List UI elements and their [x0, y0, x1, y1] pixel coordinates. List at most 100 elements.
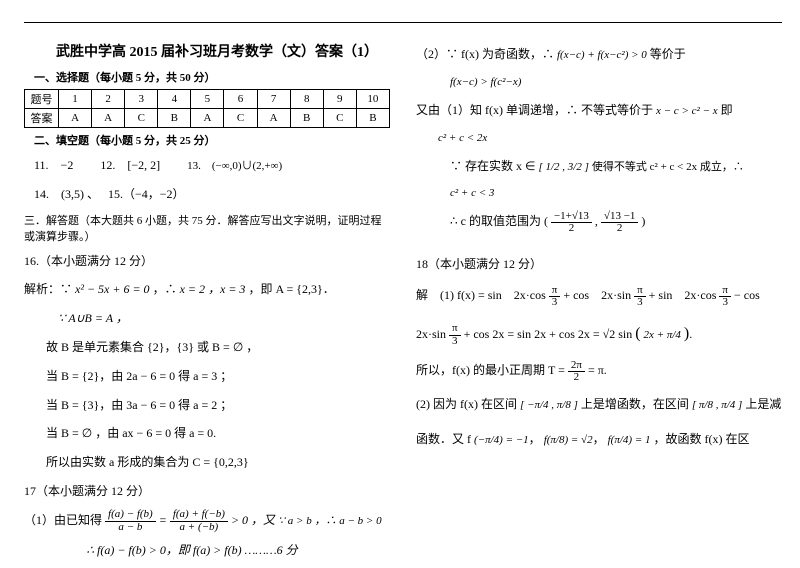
math-expr: ∴ f(a) − f(b) > 0，即 f(a) > f(b) ………6 分: [86, 543, 297, 557]
table-cell: B: [356, 109, 389, 128]
doc-title: 武胜中学高 2015 届补习班月考数学（文）答案（1）: [56, 41, 390, 61]
text: + cos 2x·sin: [563, 288, 631, 302]
table-cell: 1: [59, 90, 92, 109]
math-expr: x − c > c² − x: [656, 105, 718, 117]
value: (−π/4) = −1: [474, 434, 529, 446]
fraction: f(a) − f(b) a − b: [105, 509, 156, 533]
q18-line-4: (2) 因为 f(x) 在区间 [ −π/4 , π/8 ] 上是增函数，在区间…: [416, 390, 782, 419]
r-line-1: （2）∵ f(x) 为奇函数，∴ f(x−c) + f(x−c²) > 0 等价…: [416, 43, 782, 66]
q17-line-1: （1）由已知得 f(a) − f(b) a − b = f(a) + f(−b)…: [24, 509, 390, 533]
q18-line-5: 函数．又 f (−π/4) = −1， f(π/8) = √2， f(π/4) …: [416, 425, 782, 454]
frac-num: f(a) + f(−b): [170, 509, 228, 522]
fill-answers-line-1: 11. −2 12. [−2, 2] 13. (−∞,0)∪(2,+∞): [34, 154, 390, 177]
fraction: π3: [719, 285, 731, 309]
text: = π.: [588, 363, 607, 377]
text: 使得不等式 c² + c < 2x 成立，∴: [592, 161, 744, 173]
text: =: [159, 513, 170, 527]
table-header-cell: 答案: [25, 109, 59, 128]
r-line-7: ∴ c 的取值范围为 ( −1+√13 2 , √13 −1 2 ): [450, 210, 782, 234]
fraction: π3: [449, 323, 461, 347]
table-cell: 5: [191, 90, 224, 109]
table-cell: 7: [257, 90, 290, 109]
r-line-6: c² + c < 3: [450, 183, 782, 204]
table-cell: 10: [356, 90, 389, 109]
text: 又由（1）知 f(x) 单调递增，∴ 不等式等价于: [416, 103, 653, 117]
text: 解析：∵: [24, 282, 72, 296]
fill-12: 12. [−2, 2]: [100, 158, 160, 172]
text: 即: [721, 103, 733, 117]
text: （2）∵ f(x) 为奇函数，∴: [416, 47, 554, 61]
q16-line-6: 当 B = ∅ ，由 ax − 6 = 0 得 a = 0.: [46, 422, 390, 445]
table-cell: A: [257, 109, 290, 128]
r-line-5: ∵ 存在实数 x ∈ [ 1/2 , 3/2 ] 使得不等式 c² + c < …: [450, 155, 782, 178]
table-row: 答案 A A C B A C A B C B: [25, 109, 390, 128]
frac-den: 2: [568, 372, 585, 384]
table-cell: 2: [92, 90, 125, 109]
table-cell: B: [290, 109, 323, 128]
text: （1）由已知得: [24, 513, 102, 527]
text: 等价于: [650, 47, 686, 61]
q16-line-4: 当 B = {2}，由 2a − 6 = 0 得 a = 3 ；: [46, 365, 390, 388]
fill-13: 13. (−∞,0)∪(2,+∞): [187, 160, 282, 172]
table-cell: C: [125, 109, 158, 128]
section-fill-heading: 二、填空题（每小题 5 分，共 25 分）: [34, 132, 390, 148]
top-rule: [24, 22, 782, 23]
two-column-layout: 武胜中学高 2015 届补习班月考数学（文）答案（1） 一、选择题（每小题 5 …: [24, 37, 782, 568]
table-cell: 3: [125, 90, 158, 109]
text: ∵ a > b ，∴ a − b > 0: [278, 515, 382, 527]
table-cell: 6: [224, 90, 257, 109]
text: (2) 因为 f(x) 在区间: [416, 397, 517, 411]
text: ，∴: [153, 282, 177, 296]
section-choice-heading: 一、选择题（每小题 5 分，共 50 分）: [34, 69, 390, 85]
text: − cos: [734, 288, 760, 302]
interval: [ π/8 , π/4 ]: [692, 399, 742, 411]
table-header-cell: 题号: [25, 90, 59, 109]
text: + cos 2x = sin 2x + cos 2x = √2 sin: [464, 327, 633, 341]
fraction: 2π 2: [568, 360, 585, 384]
r-line-2: f(x−c) > f(c²−x): [450, 72, 782, 93]
q18-line-1: 解 (1) f(x) = sin 2x·cos π3 + cos 2x·sin …: [416, 281, 782, 310]
r-line-4: c² + c < 2x: [438, 128, 782, 149]
frac-den: 2: [551, 223, 592, 235]
right-column: （2）∵ f(x) 为奇函数，∴ f(x−c) + f(x−c²) > 0 等价…: [416, 37, 782, 568]
fraction: −1+√13 2: [551, 211, 592, 235]
table-cell: 9: [323, 90, 356, 109]
q16-line-3: 故 B 是单元素集合 {2}，{3} 或 B = ∅ ，: [46, 336, 390, 359]
text: ∴ c 的取值范围为: [450, 214, 541, 228]
set-expr: [ 1/2 , 3/2 ]: [538, 161, 588, 173]
text: 上是减: [745, 397, 781, 411]
text: 上是增函数，在区间: [581, 397, 689, 411]
q16-line-2: ∵ A∪B = A ，: [58, 307, 390, 330]
frac-den: a − b: [105, 522, 156, 534]
value: f(π/8) = √2: [544, 434, 593, 446]
q18-heading: 18（本小题满分 12 分）: [416, 253, 782, 276]
fill-11: 11. −2: [34, 158, 73, 172]
text: 解 (1) f(x) = sin 2x·cos: [416, 288, 546, 302]
text: 所以，f(x) 的最小正周期 T =: [416, 363, 565, 377]
interval: [ −π/4 , π/8 ]: [520, 399, 578, 411]
paren-expr: 2x + π/4: [644, 329, 681, 341]
text: 函数．又 f: [416, 432, 471, 446]
table-row: 题号 1 2 3 4 5 6 7 8 9 10: [25, 90, 390, 109]
text: ∵ 存在实数 x ∈: [450, 159, 535, 173]
text: > 0 ，又: [231, 513, 275, 527]
table-cell: 8: [290, 90, 323, 109]
section-solve-heading: 三．解答题（本大题共 6 小题，共 75 分．解答应写出文字说明，证明过程或演算…: [24, 212, 390, 244]
q17-line-2: ∴ f(a) − f(b) > 0，即 f(a) > f(b) ………6 分: [0, 539, 390, 562]
fraction: √13 −1 2: [601, 211, 639, 235]
fill-14: 14. (3,5) 、: [34, 187, 93, 201]
left-column: 武胜中学高 2015 届补习班月考数学（文）答案（1） 一、选择题（每小题 5 …: [24, 37, 390, 568]
math-expr: f(x−c) + f(x−c²) > 0: [557, 49, 647, 61]
answer-table: 题号 1 2 3 4 5 6 7 8 9 10 答案 A A C B A C A: [24, 89, 390, 128]
q16-line-7: 所以由实数 a 形成的集合为 C = {0,2,3}: [46, 451, 390, 474]
frac-num: f(a) − f(b): [105, 509, 156, 522]
table-cell: A: [191, 109, 224, 128]
math-expr: x² − 5x + 6 = 0: [75, 282, 150, 296]
fraction: π3: [634, 285, 646, 309]
text: + sin 2x·cos: [649, 288, 717, 302]
q18-line-3: 所以，f(x) 的最小正周期 T = 2π 2 = π.: [416, 357, 782, 383]
q16-line-1: 解析：∵ x² − 5x + 6 = 0 ，∴ x = 2 ，x = 3 ，即 …: [24, 278, 390, 301]
q17-heading: 17（本小题满分 12 分）: [24, 480, 390, 503]
frac-den: a + (−b): [170, 522, 228, 534]
fraction: f(a) + f(−b) a + (−b): [170, 509, 228, 533]
